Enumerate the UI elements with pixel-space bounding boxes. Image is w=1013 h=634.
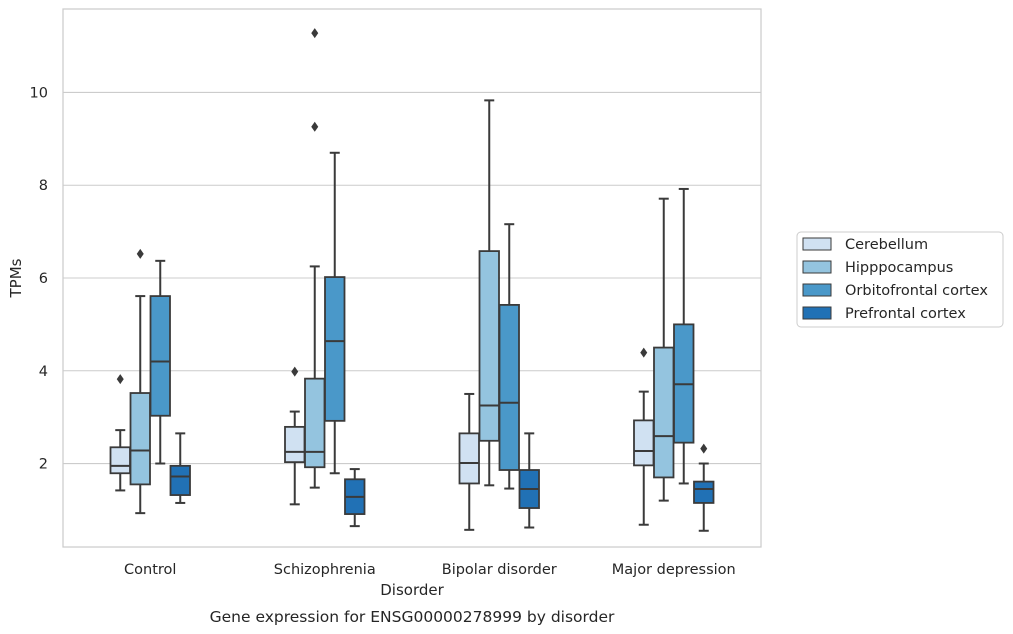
box-iqr — [169, 464, 191, 496]
legend-swatch — [802, 237, 832, 251]
box-element — [284, 366, 306, 506]
legend-label: Cerebellum — [845, 237, 928, 253]
y-tick-label: 8 — [39, 178, 48, 194]
legend-swatch — [802, 306, 832, 320]
x-tick-label: Control — [124, 562, 176, 578]
legend-swatch — [802, 283, 832, 297]
box-iqr — [149, 295, 171, 417]
outlier-point — [640, 347, 648, 358]
outlier-point — [291, 366, 299, 377]
legend-label: Prefrontal cortex — [845, 306, 966, 322]
box-iqr — [498, 303, 520, 471]
outlier-point — [136, 248, 144, 259]
plot-frame — [62, 8, 762, 548]
box-series — [109, 28, 715, 532]
legend-label: Hipppocampus — [845, 260, 953, 276]
box-element — [693, 443, 715, 532]
box-element — [653, 197, 675, 502]
box-element — [129, 248, 151, 515]
box-iqr — [693, 480, 715, 504]
x-axis-ticks: Control Schizophrenia Bipolar disorder Majo… — [124, 562, 736, 578]
legend-frame — [796, 231, 1004, 328]
legend-swatch — [802, 260, 832, 274]
box-iqr — [478, 250, 500, 442]
box-iqr — [109, 446, 131, 475]
y-axis-label: TPMs — [7, 258, 25, 298]
x-tick-label: Major depression — [612, 562, 736, 578]
legend-label: Orbitofrontal cortex — [845, 283, 988, 299]
x-tick-label: Bipolar disorder — [442, 562, 557, 578]
outlier-point — [311, 28, 319, 39]
box-element — [304, 28, 326, 489]
y-tick-label: 6 — [39, 271, 48, 287]
box-element — [498, 223, 520, 490]
box-element — [169, 432, 191, 504]
x-axis-label: Disorder — [380, 581, 444, 599]
y-axis-ticks: 2 4 6 8 10 — [30, 85, 48, 472]
box-element — [149, 259, 171, 465]
legend: Cerebellum Hipppocampus Orbitofrontal cort… — [796, 231, 1004, 328]
box-iqr — [304, 377, 326, 469]
box-element — [458, 392, 480, 531]
chart-title: Gene expression for ENSG00000278999 by d… — [210, 608, 615, 626]
box-element — [344, 468, 366, 528]
box-element — [633, 347, 655, 526]
y-tick-label: 10 — [30, 85, 48, 101]
box-element — [324, 151, 346, 475]
box-iqr — [129, 392, 151, 486]
outlier-point — [700, 443, 708, 454]
box-element — [673, 187, 695, 485]
box-iqr — [633, 419, 655, 467]
x-tick-label: Schizophrenia — [274, 562, 376, 578]
outlier-point — [116, 374, 124, 385]
box-element — [109, 374, 131, 492]
box-element — [518, 432, 540, 529]
box-iqr — [324, 276, 346, 422]
box-iqr — [284, 425, 306, 464]
y-tick-label: 2 — [39, 457, 48, 473]
outlier-point — [311, 121, 319, 132]
box-iqr — [458, 432, 480, 485]
box-iqr — [653, 346, 675, 479]
y-tick-label: 4 — [39, 364, 48, 380]
